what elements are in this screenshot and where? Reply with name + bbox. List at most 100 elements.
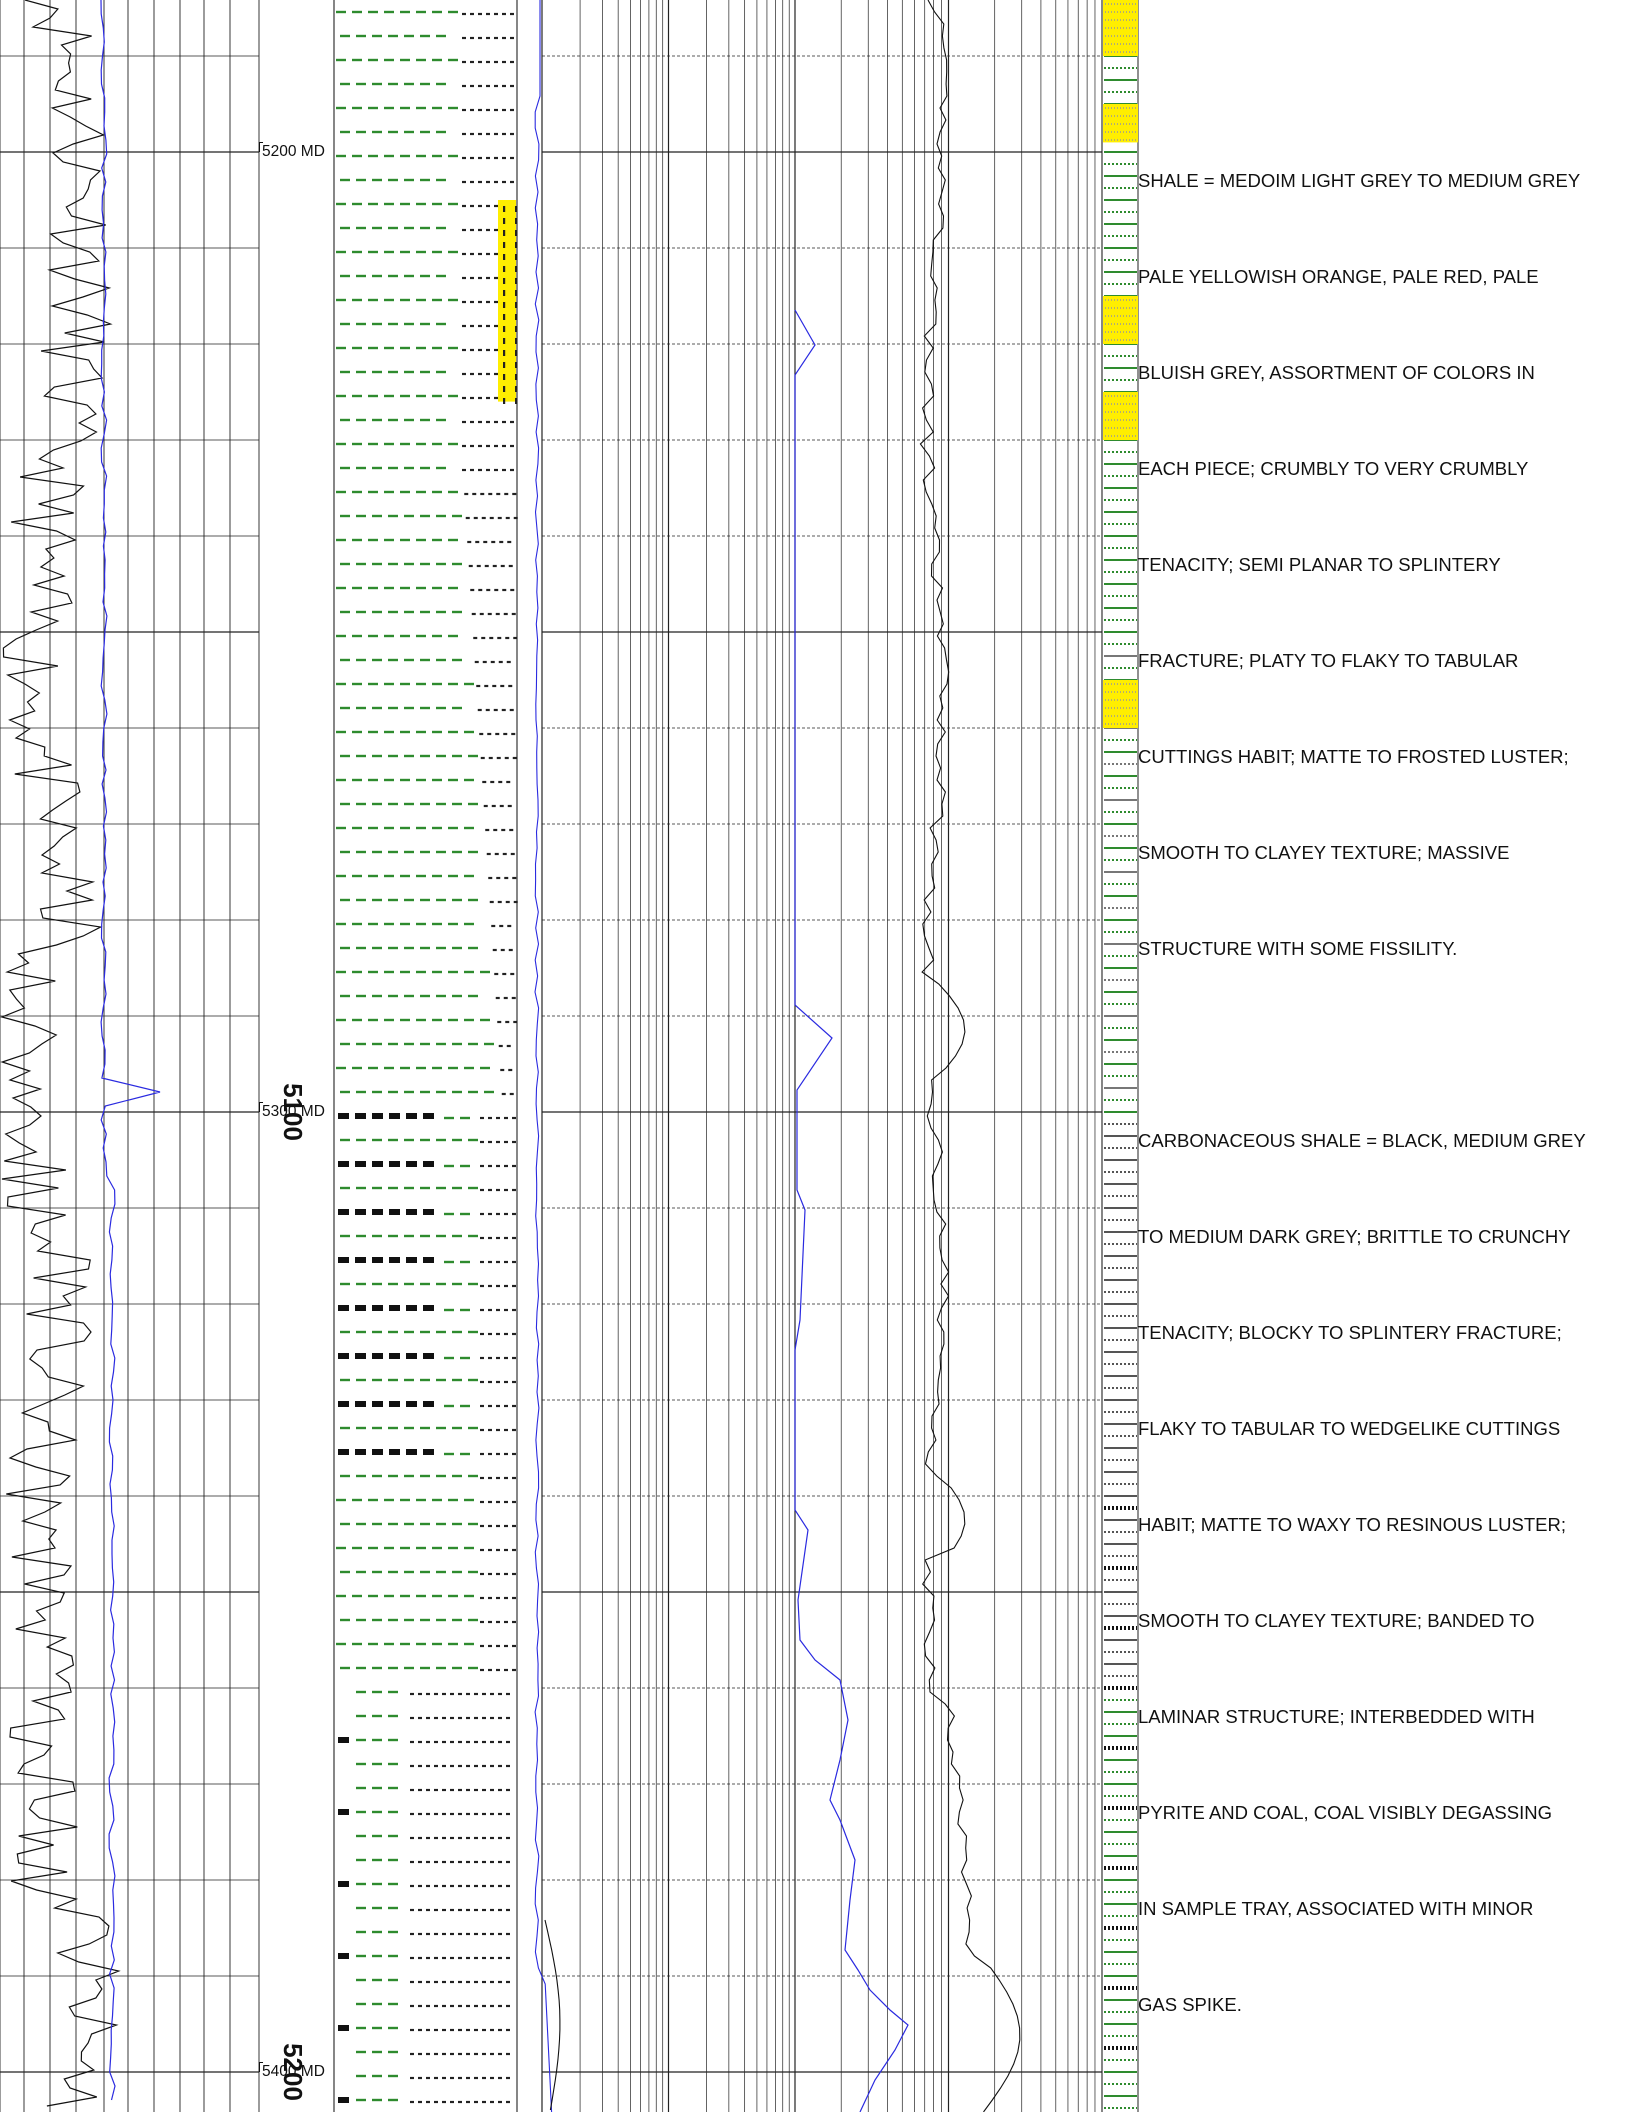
carbonaceous-symbol bbox=[423, 1401, 434, 1407]
sand-dot bbox=[515, 326, 518, 332]
carbonaceous-symbol bbox=[423, 1113, 434, 1119]
sand-dot bbox=[515, 230, 518, 236]
sand-dot bbox=[515, 206, 518, 212]
sand-dot bbox=[515, 254, 518, 260]
md-depth-label: 5300 MD bbox=[262, 1103, 325, 1120]
description-line: SHALE = MEDOIM LIGHT GREY TO MEDIUM GREY bbox=[1138, 170, 1581, 191]
carbonaceous-symbol bbox=[389, 1113, 400, 1119]
carbonaceous-symbol bbox=[389, 1449, 400, 1455]
carbonaceous-symbol bbox=[338, 1809, 349, 1815]
md-tick bbox=[259, 2062, 260, 2072]
description-line: EACH PIECE; CRUMBLY TO VERY CRUMBLY bbox=[1138, 458, 1529, 479]
carbonaceous-symbol bbox=[338, 1209, 349, 1215]
description-line: CUTTINGS HABIT; MATTE TO FROSTED LUSTER; bbox=[1138, 746, 1569, 767]
description-line: LAMINAR STRUCTURE; INTERBEDDED WITH bbox=[1138, 1706, 1535, 1727]
carbonaceous-symbol bbox=[338, 1449, 349, 1455]
cuttings-sand bbox=[1103, 104, 1138, 143]
carbonaceous-symbol bbox=[423, 1161, 434, 1167]
description-line: HABIT; MATTE TO WAXY TO RESINOUS LUSTER; bbox=[1138, 1514, 1566, 1535]
description-line: CARBONACEOUS SHALE = BLACK, MEDIUM GREY bbox=[1138, 1130, 1586, 1151]
carbonaceous-symbol bbox=[389, 1353, 400, 1359]
sand-dot bbox=[503, 374, 506, 380]
sand-dot bbox=[515, 398, 518, 404]
carbonaceous-symbol bbox=[372, 1257, 383, 1263]
gamma-ray-curve bbox=[0, 0, 121, 2107]
carbonaceous-symbol bbox=[355, 1209, 366, 1215]
description-line: SMOOTH TO CLAYEY TEXTURE; BANDED TO bbox=[1138, 1610, 1535, 1631]
carbonaceous-symbol bbox=[338, 1161, 349, 1167]
carbonaceous-symbol bbox=[372, 1305, 383, 1311]
carbonaceous-symbol bbox=[372, 1401, 383, 1407]
carbonaceous-symbol bbox=[406, 1113, 417, 1119]
carbonaceous-symbol bbox=[355, 1113, 366, 1119]
md-tick bbox=[259, 142, 263, 143]
carbonaceous-symbol bbox=[338, 2025, 349, 2031]
lithology-description: SHALE = MEDOIM LIGHT GREY TO MEDIUM GREY… bbox=[1138, 0, 1632, 2112]
sand-dot bbox=[503, 386, 506, 392]
description-line: IN SAMPLE TRAY, ASSOCIATED WITH MINOR bbox=[1138, 1898, 1534, 1919]
total-gas-curve bbox=[794, 309, 909, 2112]
carbonaceous-symbol bbox=[406, 1401, 417, 1407]
description-line: BLUISH GREY, ASSORTMENT OF COLORS IN bbox=[1138, 362, 1535, 383]
sand-dot bbox=[515, 266, 518, 272]
description-line: TO MEDIUM DARK GREY; BRITTLE TO CRUNCHY bbox=[1138, 1226, 1571, 1247]
md-depth-label: 5200 MD bbox=[262, 143, 325, 160]
carbonaceous-symbol bbox=[338, 1113, 349, 1119]
sand-dot bbox=[503, 254, 506, 260]
sand-dot bbox=[503, 278, 506, 284]
carbonaceous-symbol bbox=[372, 1449, 383, 1455]
sand-dot bbox=[503, 338, 506, 344]
carbonaceous-symbol bbox=[355, 1305, 366, 1311]
sand-dot bbox=[503, 302, 506, 308]
background-gas-curve bbox=[544, 1919, 561, 2111]
carbonaceous-symbol bbox=[338, 1737, 349, 1743]
sand-dot bbox=[503, 206, 506, 212]
sand-streak bbox=[498, 200, 516, 402]
carbonaceous-symbol bbox=[338, 1401, 349, 1407]
carbonaceous-symbol bbox=[406, 1353, 417, 1359]
carbonaceous-symbol bbox=[423, 1209, 434, 1215]
description-line: PALE YELLOWISH ORANGE, PALE RED, PALE bbox=[1138, 266, 1539, 287]
carbonaceous-symbol bbox=[372, 1113, 383, 1119]
description-line: SMOOTH TO CLAYEY TEXTURE; MASSIVE bbox=[1138, 842, 1510, 863]
carbonaceous-symbol bbox=[355, 1449, 366, 1455]
sand-dot bbox=[515, 242, 518, 248]
sand-dot bbox=[515, 350, 518, 356]
gas-ratio-curve bbox=[534, 0, 553, 2112]
description-line: TENACITY; SEMI PLANAR TO SPLINTERY bbox=[1138, 554, 1501, 575]
sand-dot bbox=[503, 218, 506, 224]
sand-dot bbox=[515, 302, 518, 308]
carbonaceous-symbol bbox=[372, 1353, 383, 1359]
methane-curve bbox=[919, 0, 1021, 2112]
carbonaceous-symbol bbox=[389, 1257, 400, 1263]
carbonaceous-symbol bbox=[389, 1401, 400, 1407]
description-line: FLAKY TO TABULAR TO WEDGELIKE CUTTINGS bbox=[1138, 1418, 1561, 1439]
sand-dot bbox=[515, 314, 518, 320]
sand-dot bbox=[515, 278, 518, 284]
carbonaceous-symbol bbox=[338, 1305, 349, 1311]
cuttings-sand bbox=[1103, 392, 1138, 440]
description-line: TENACITY; BLOCKY TO SPLINTERY FRACTURE; bbox=[1138, 1322, 1562, 1343]
description-line: FRACTURE; PLATY TO FLAKY TO TABULAR bbox=[1138, 650, 1519, 671]
sand-dot bbox=[503, 230, 506, 236]
carbonaceous-symbol bbox=[406, 1305, 417, 1311]
md-tick bbox=[259, 1102, 263, 1103]
carbonaceous-symbol bbox=[406, 1209, 417, 1215]
rop-curve bbox=[100, 0, 161, 2101]
carbonaceous-symbol bbox=[355, 1401, 366, 1407]
carbonaceous-symbol bbox=[355, 1161, 366, 1167]
sand-dot bbox=[503, 350, 506, 356]
md-tick bbox=[259, 2062, 263, 2063]
description-line: PYRITE AND COAL, COAL VISIBLY DEGASSING bbox=[1138, 1802, 1552, 1823]
carbonaceous-symbol bbox=[406, 1449, 417, 1455]
carbonaceous-symbol bbox=[389, 1209, 400, 1215]
cuttings-sand bbox=[1103, 296, 1138, 344]
sand-dot bbox=[503, 314, 506, 320]
carbonaceous-symbol bbox=[372, 1161, 383, 1167]
carbonaceous-symbol bbox=[406, 1257, 417, 1263]
sand-dot bbox=[503, 362, 506, 368]
sand-dot bbox=[515, 218, 518, 224]
sand-dot bbox=[503, 290, 506, 296]
tvd-depth-label: 5100 bbox=[278, 1083, 308, 1141]
